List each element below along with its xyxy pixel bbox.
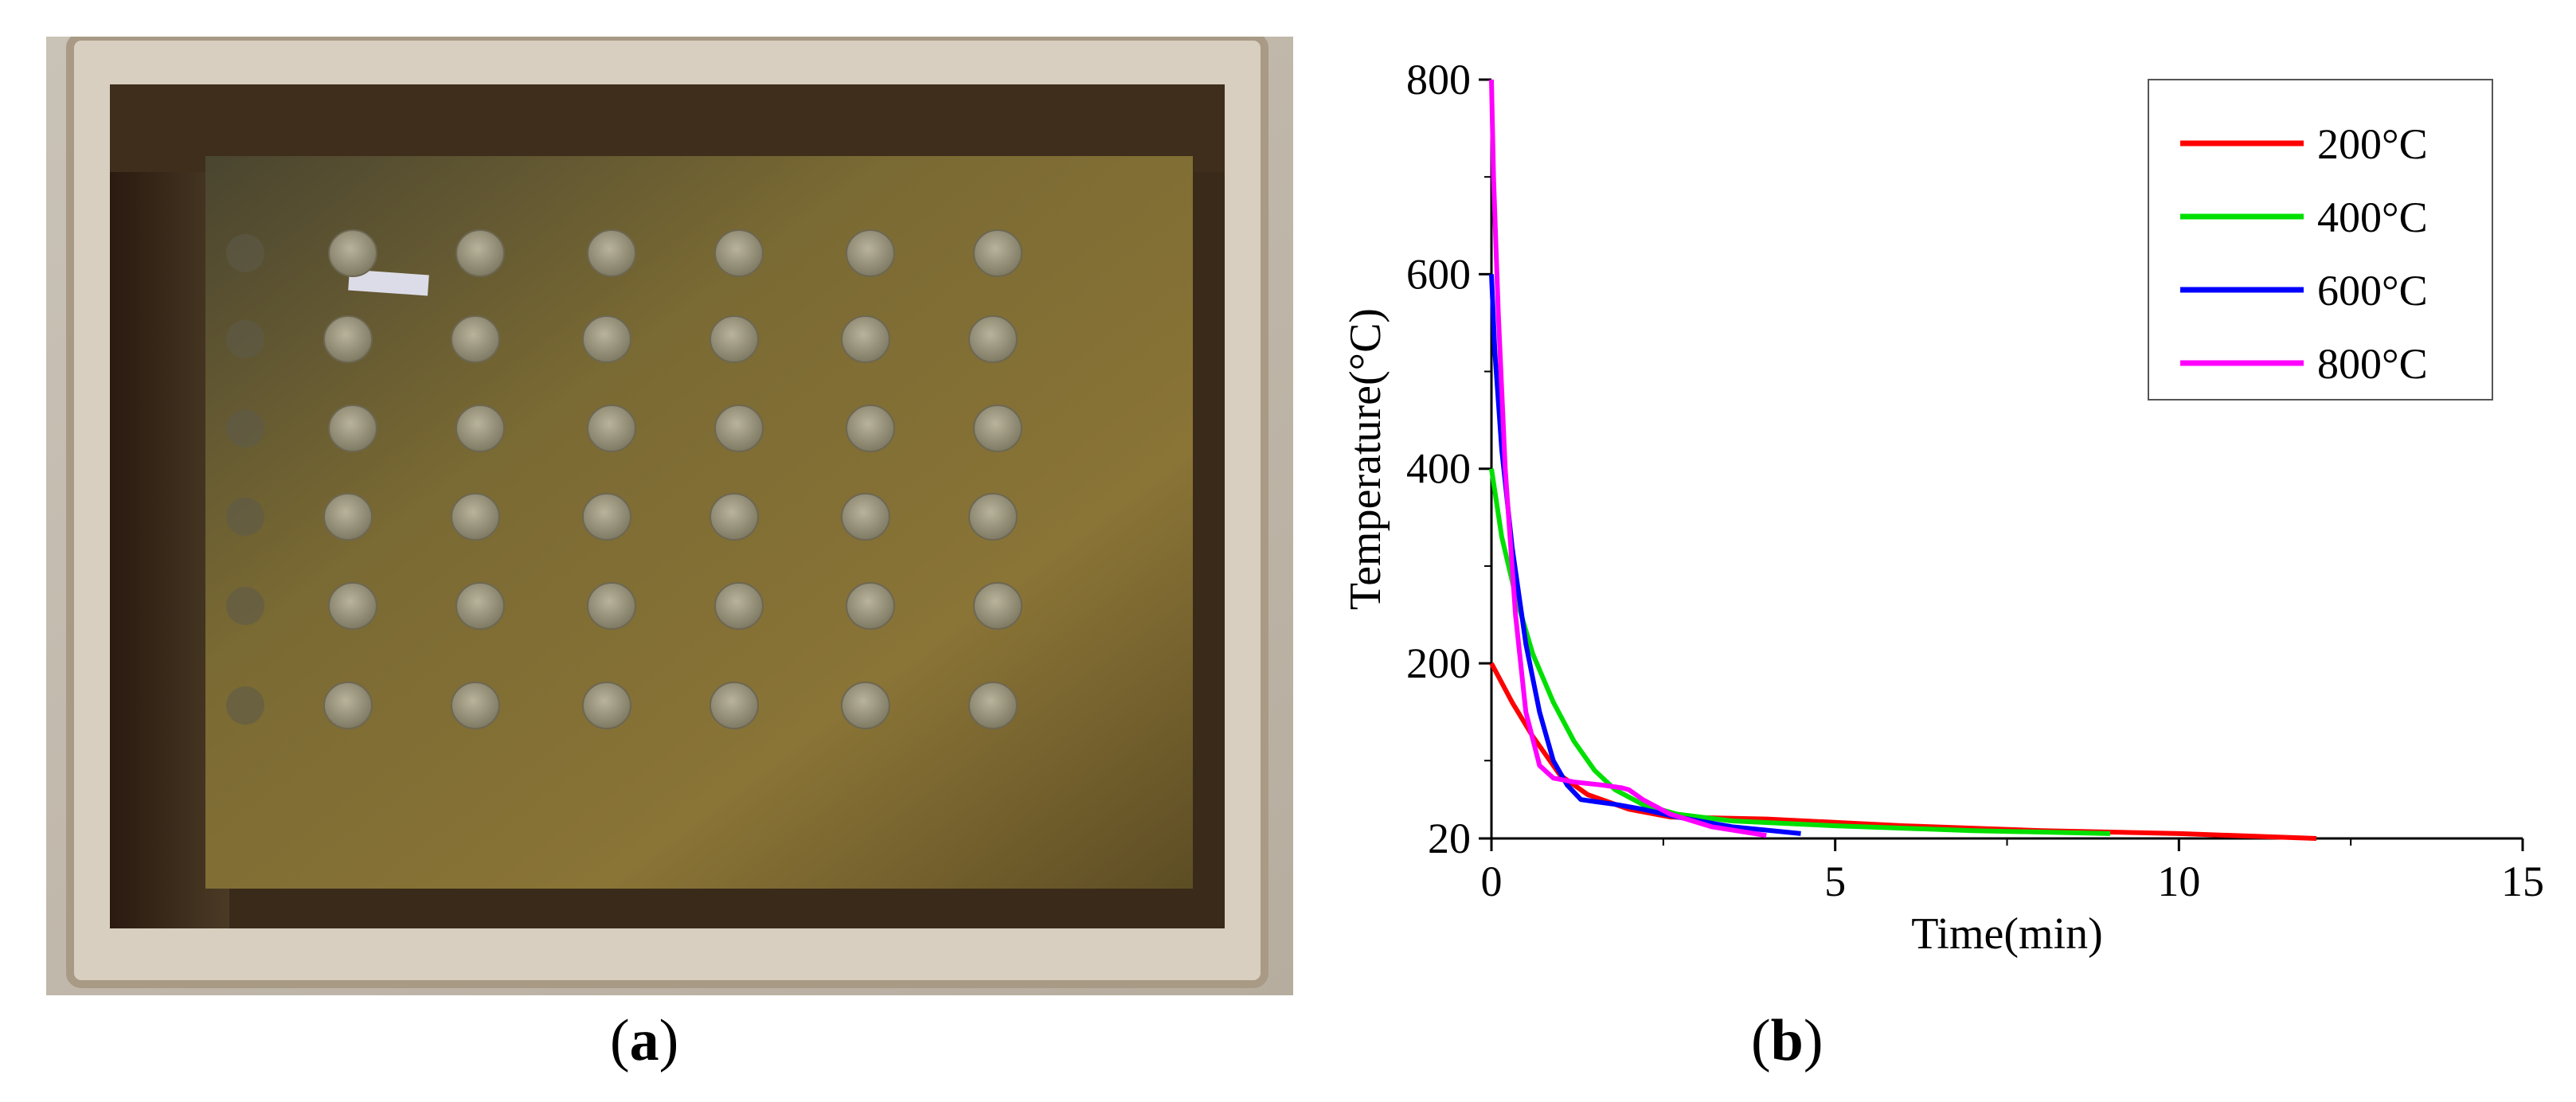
specimen-cylinder <box>968 493 1018 541</box>
y-axis-label: Temperature(°C) <box>1341 308 1390 610</box>
specimen-cylinder <box>973 404 1022 452</box>
x-tick-label: 15 <box>2501 858 2544 905</box>
chart-panel: 0 5 10 15 20 200 400 600 800 Time(min) Temperature… <box>1274 0 2564 1027</box>
legend-label: 600°C <box>2317 267 2428 315</box>
specimen-cylinder <box>841 682 890 729</box>
specimen-cylinder <box>709 493 759 541</box>
specimen-cylinder <box>587 582 636 630</box>
specimen-cylinder <box>841 493 890 541</box>
caption-a: (a) <box>610 1008 679 1073</box>
specimen-cylinder <box>587 229 636 277</box>
x-tick-label: 10 <box>2157 858 2200 905</box>
series-lines <box>1489 79 2317 841</box>
specimen-cylinder <box>328 582 377 630</box>
specimen-cylinder <box>714 229 764 277</box>
specimen-reflection <box>226 320 264 358</box>
specimen-cylinder <box>455 229 505 277</box>
specimen-cylinder <box>451 315 500 363</box>
specimen-grid <box>226 229 1022 729</box>
y-tick-label: 20 <box>1428 815 1471 862</box>
specimen-cylinder <box>582 493 631 541</box>
specimen-cylinder <box>841 315 890 363</box>
x-tick-label: 0 <box>1481 858 1503 905</box>
specimen-cylinder <box>451 682 500 729</box>
series-line-200 <box>1489 662 2317 841</box>
specimen-reflection <box>226 498 264 536</box>
specimen-cylinder <box>968 315 1018 363</box>
series-line-400 <box>1489 468 2111 836</box>
specimen-cylinder <box>587 404 636 452</box>
specimen-reflection <box>226 234 264 272</box>
specimen-cylinder <box>455 404 505 452</box>
specimen-reflection <box>226 409 264 447</box>
specimen-cylinder <box>582 315 631 363</box>
y-tick-label: 200 <box>1406 639 1471 687</box>
x-axis-label: Time(min) <box>1911 909 2103 959</box>
specimen-reflection <box>226 686 264 725</box>
specimen-cylinder <box>709 315 759 363</box>
legend-label: 200°C <box>2317 120 2428 168</box>
specimen-cylinder <box>709 682 759 729</box>
axes: 0 5 10 15 20 200 400 600 800 Time(min) Temperature… <box>1341 56 2544 959</box>
y-tick-label: 600 <box>1406 250 1471 298</box>
specimen-cylinder <box>973 582 1022 630</box>
legend: 200°C 400°C 600°C 800°C <box>2148 79 2493 401</box>
specimen-reflection <box>226 587 264 625</box>
specimen-cylinder <box>846 229 895 277</box>
temperature-chart: 0 5 10 15 20 200 400 600 800 Time(min) Temperature… <box>1341 56 2544 959</box>
specimen-cylinder <box>323 493 373 541</box>
y-tick-label: 400 <box>1406 445 1471 493</box>
tank-photo <box>46 33 1293 995</box>
specimen-cylinder <box>328 229 377 277</box>
specimen-cylinder <box>846 582 895 630</box>
legend-label: 800°C <box>2317 340 2428 388</box>
specimen-cylinder <box>968 682 1018 729</box>
specimen-cylinder <box>323 682 373 729</box>
y-tick-label: 800 <box>1406 56 1471 104</box>
specimen-cylinder <box>328 404 377 452</box>
legend-box <box>2148 79 2493 401</box>
label-tag <box>348 269 429 296</box>
specimen-cylinder <box>973 229 1022 277</box>
specimen-cylinder <box>451 493 500 541</box>
specimen-cylinder <box>323 315 373 363</box>
specimen-cylinder <box>455 582 505 630</box>
x-tick-label: 5 <box>1824 858 1846 905</box>
series-line-800 <box>1489 79 1767 838</box>
specimen-cylinder <box>714 404 764 452</box>
photo-panel <box>46 33 1293 995</box>
specimen-cylinder <box>582 682 631 729</box>
specimen-cylinder <box>846 404 895 452</box>
legend-label: 400°C <box>2317 193 2428 241</box>
caption-b: (b) <box>1751 1008 1824 1073</box>
specimen-cylinder <box>714 582 764 630</box>
